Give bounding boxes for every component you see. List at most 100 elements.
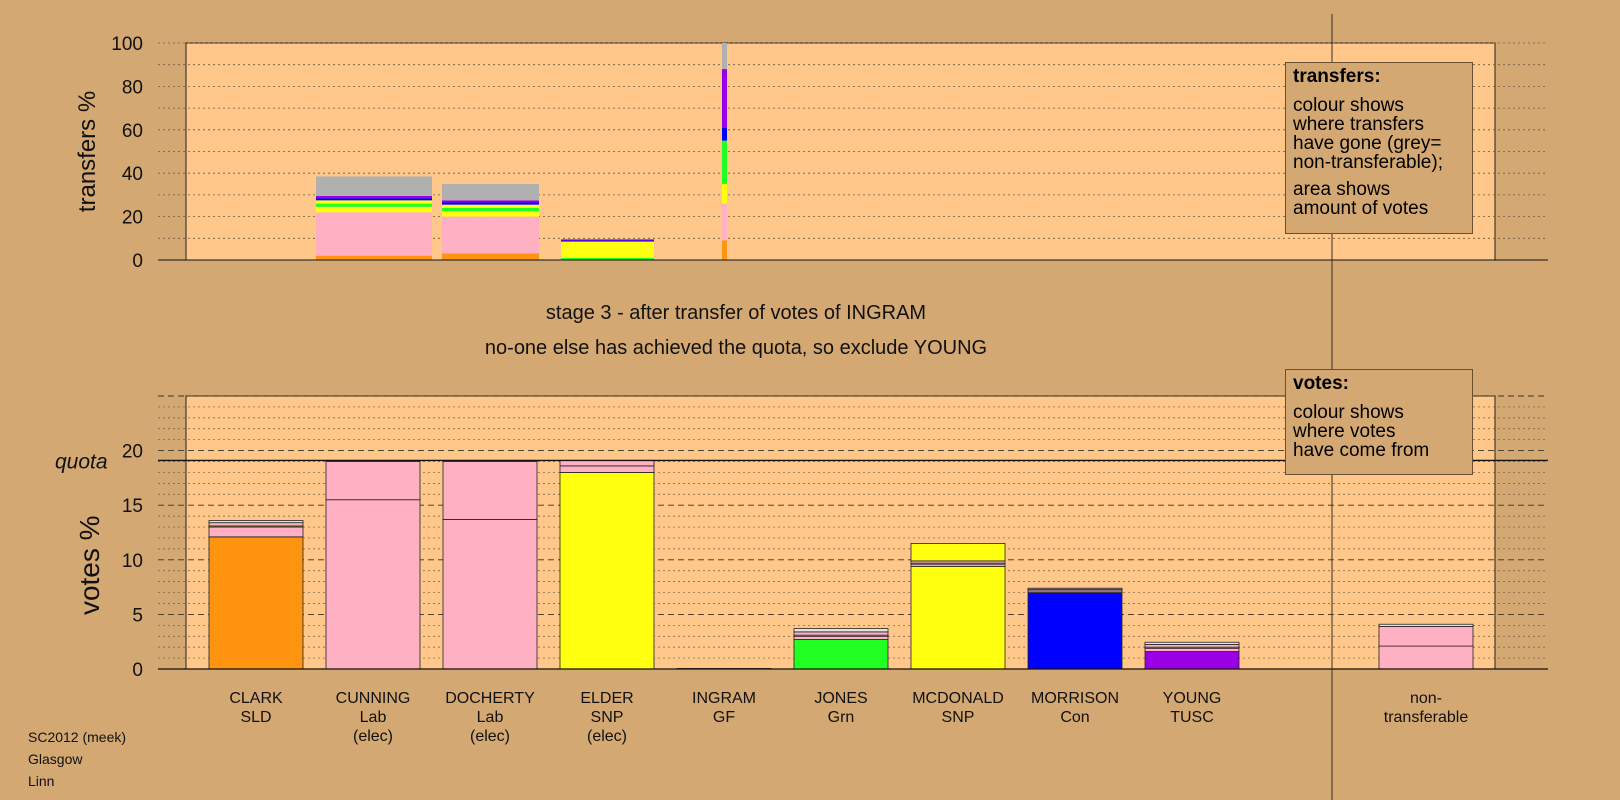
vote-segment [208, 520, 304, 524]
transfer-segment [722, 69, 727, 128]
transfer-segment [442, 216, 539, 254]
vote-segment [1027, 592, 1123, 670]
transfer-segment [722, 203, 727, 241]
vote-segment [910, 565, 1006, 670]
vote-segment [1144, 651, 1240, 670]
legend-line: colour shows [1293, 402, 1404, 423]
transfers-y-tick-label: 40 [122, 164, 143, 185]
vote-segment [559, 472, 655, 670]
candidate-label: Lab [360, 709, 387, 726]
transfer-segment [561, 241, 654, 258]
vote-segment [1144, 644, 1240, 648]
transfer-segment [442, 184, 539, 201]
vote-segment [208, 536, 304, 670]
candidate-label: SNP [942, 709, 975, 726]
transfer-segment [442, 204, 539, 208]
quota-label: quota [55, 450, 108, 473]
votes-legend: votes: colour shows where votes have com… [1285, 369, 1473, 475]
votes-y-axis-label: votes % [74, 515, 105, 615]
candidate-label: JONES [814, 690, 867, 707]
candidate-label: Grn [828, 709, 855, 726]
candidate-label: (elec) [353, 728, 393, 745]
votes-y-tick-label: 15 [122, 496, 143, 517]
transfer-segment [561, 239, 654, 241]
candidate-label: SNP [591, 709, 624, 726]
transfer-segment [722, 184, 727, 204]
transfer-segment [561, 240, 654, 242]
vote-segment [559, 460, 655, 467]
footer-ward: Linn [28, 773, 55, 789]
transfer-segment [722, 140, 727, 185]
transfer-segment [442, 207, 539, 212]
vote-segment [910, 543, 1006, 562]
candidate-label: MORRISON [1031, 690, 1119, 707]
transfer-segment [561, 257, 654, 260]
candidate-label: ELDER [580, 690, 633, 707]
vote-segment [793, 635, 889, 640]
candidate-label: non- [1410, 690, 1442, 707]
vote-segment [793, 639, 889, 670]
transfer-segment [442, 202, 539, 205]
transfers-y-axis-label: transfers % [74, 91, 101, 212]
transfer-segment [442, 211, 539, 217]
legend-line: where transfers [1293, 114, 1424, 135]
legend-line: non-transferable); [1293, 152, 1443, 173]
vote-segment [325, 499, 421, 670]
vote-segment [1027, 587, 1123, 590]
votes-legend-heading: votes: [1293, 373, 1349, 394]
legend-line: area shows [1293, 179, 1391, 200]
transfer-segment [722, 127, 727, 141]
legend-line: have gone (grey= [1293, 133, 1442, 154]
candidate-label: INGRAM [692, 690, 756, 707]
vote-segment [208, 522, 304, 527]
vote-segment [1144, 647, 1240, 652]
transfers-y-tick-label: 80 [122, 77, 143, 98]
candidate-label: transferable [1384, 709, 1469, 726]
votes-y-tick-label: 10 [122, 551, 143, 572]
transfers-legend-heading: transfers: [1293, 66, 1381, 87]
votes-y-tick-label: 0 [132, 660, 143, 681]
vote-segment [1378, 623, 1474, 627]
candidate-label: Lab [477, 709, 504, 726]
legend-line: have come from [1293, 440, 1430, 461]
transfers-y-tick-label: 0 [132, 251, 143, 272]
candidate-label: (elec) [470, 728, 510, 745]
legend-line: colour shows [1293, 95, 1404, 116]
transfers-legend-colour-text: colour shows where transfers have gone (… [1293, 96, 1465, 172]
transfer-segment [722, 240, 727, 260]
vote-segment [442, 461, 538, 520]
votes-y-tick-label: 20 [122, 442, 143, 463]
transfer-segment [442, 200, 539, 203]
transfer-segment [316, 200, 432, 204]
vote-segment [793, 628, 889, 633]
transfer-segment [316, 195, 432, 199]
stage-subtitle: no-one else has achieved the quota, so e… [484, 337, 988, 359]
transfers-y-tick-label: 20 [122, 208, 143, 229]
footer-council: Glasgow [28, 751, 83, 767]
vote-segment [793, 631, 889, 636]
vote-segment [1144, 641, 1240, 645]
transfer-segment [316, 206, 432, 213]
candidate-label: MCDONALD [912, 690, 1004, 707]
transfer-segment [722, 43, 727, 70]
legend-line: where votes [1293, 421, 1396, 442]
votes-y-tick-label: 5 [132, 605, 143, 626]
candidate-label: SLD [240, 709, 271, 726]
transfer-segment [316, 203, 432, 207]
candidate-label: Con [1060, 709, 1089, 726]
vote-segment [325, 461, 421, 501]
vote-segment [208, 526, 304, 538]
transfer-segment [316, 198, 432, 201]
transfer-segment [316, 255, 432, 260]
footer-method: SC2012 (meek) [28, 729, 127, 745]
transfer-segment [442, 253, 539, 260]
vote-segment [559, 465, 655, 473]
transfers-y-tick-label: 60 [122, 121, 143, 142]
candidate-label: CUNNING [336, 690, 411, 707]
transfers-legend: transfers: colour shows where transfers … [1285, 62, 1473, 234]
candidate-label: GF [713, 709, 735, 726]
stage-title: stage 3 - after transfer of votes of ING… [545, 302, 927, 324]
transfer-segment [316, 176, 432, 196]
